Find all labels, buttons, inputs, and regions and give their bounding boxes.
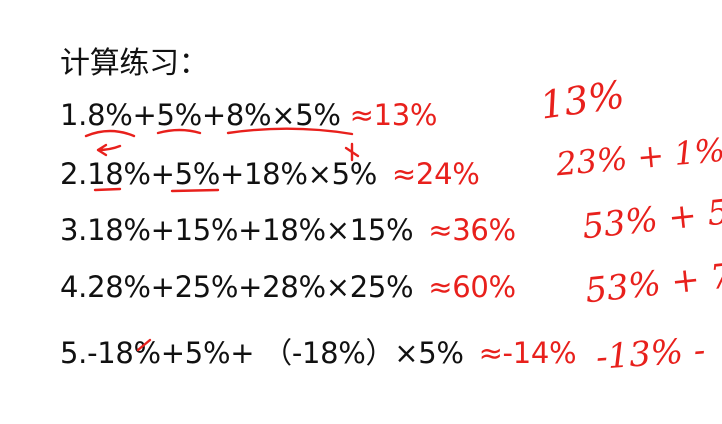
problem-2: 2.18%+5%+18%×5% ≈24% [60, 157, 480, 191]
problem-4-expression: 4.28%+25%+28%×25% [60, 270, 414, 304]
problem-3-expression: 3.18%+15%+18%×15% [60, 213, 414, 247]
underline-arc-2 [156, 128, 202, 135]
strike-mark [136, 338, 152, 352]
problem-2-answer: ≈24% [391, 157, 480, 191]
problem-5: 5.-18%+5%+ （-18%）×5% ≈-14% [60, 330, 577, 372]
problem-1: 1.8%+5%+8%×5% ≈13% [60, 98, 437, 132]
problem-4: 4.28%+25%+28%×25% ≈60% [60, 270, 516, 304]
underline-arc-3 [226, 127, 354, 136]
problem-1-answer: ≈13% [349, 98, 438, 132]
underline-2b [170, 188, 220, 193]
problem-5-expression: 5.-18%+5%+ （-18%）×5% [60, 336, 464, 370]
underline-2a [93, 187, 122, 192]
tick-mark [344, 142, 360, 162]
problem-3: 3.18%+15%+18%×15% ≈36% [60, 213, 516, 247]
arrow-mark [96, 143, 122, 157]
problem-2-expression: 2.18%+5%+18%×5% [60, 157, 377, 191]
problem-5-answer: ≈-14% [478, 336, 577, 370]
underline-arc-1 [84, 129, 136, 138]
problem-1-expression: 1.8%+5%+8%×5% [60, 98, 341, 132]
page-title: 计算练习： [60, 46, 209, 81]
problem-4-answer: ≈60% [428, 270, 516, 304]
problem-3-answer: ≈36% [428, 213, 516, 247]
